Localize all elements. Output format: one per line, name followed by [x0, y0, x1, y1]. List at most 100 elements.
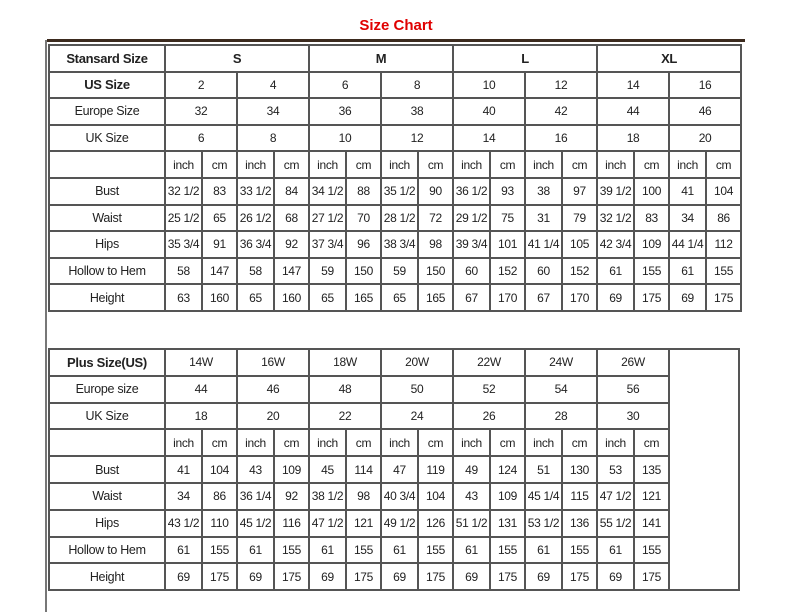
measurement-cell: 170: [489, 283, 527, 312]
empty-cell: [48, 150, 166, 179]
measurement-cell: 61: [380, 535, 419, 565]
size-cell: 8: [379, 70, 455, 100]
measurement-cell: 104: [417, 481, 454, 511]
measurement-cell: 96: [345, 230, 382, 259]
unit-inch: inch: [380, 150, 419, 179]
size-group: S: [164, 44, 310, 73]
measurement-cell: 41: [668, 176, 708, 206]
measurement-cell: 47: [380, 455, 419, 484]
divider: [45, 40, 47, 612]
measurement-cell: 115: [561, 481, 598, 511]
measurement-cell: 53 1/2: [524, 508, 563, 538]
unit-cm: cm: [633, 150, 671, 179]
row-label: Europe Size: [48, 97, 166, 126]
size-cell: 12: [524, 70, 599, 100]
measurement-cell: 83: [201, 176, 238, 206]
header-label: Plus Size(US): [48, 348, 166, 377]
row-label: Bust: [48, 176, 166, 206]
size-cell: 26: [452, 401, 526, 431]
measurement-cell: 35 3/4: [164, 230, 203, 259]
measurement-cell: 41: [164, 455, 203, 484]
measurement-cell: 69: [524, 562, 563, 592]
size-cell: 20: [668, 123, 743, 153]
size-cell: 28: [524, 401, 598, 431]
measurement-cell: 67: [452, 283, 492, 312]
size-cell: 18W: [308, 348, 382, 377]
measurement-cell: 27 1/2: [308, 203, 347, 233]
measurement-cell: 98: [345, 481, 382, 511]
measurement-cell: 155: [633, 256, 671, 286]
table-row: Height 69 175 69 175 69 175 69 175 69 175 69 175 69 17…: [48, 562, 739, 592]
measurement-cell: 72: [416, 203, 455, 233]
measurement-cell: 93: [489, 176, 527, 206]
measurement-cell: 69: [596, 283, 636, 312]
size-group: L: [452, 44, 599, 73]
measurement-cell: 155: [489, 535, 526, 565]
measurement-cell: 104: [201, 455, 238, 484]
size-cell: 34: [236, 97, 310, 126]
europe-size-row: Europe size 44 46 48 50 52 54 56: [48, 374, 739, 404]
measurement-cell: 114: [345, 455, 382, 484]
measurement-cell: 92: [273, 481, 310, 511]
measurement-cell: 69: [452, 562, 491, 592]
measurement-cell: 70: [345, 203, 382, 233]
unit-inch: inch: [452, 150, 492, 179]
row-label: UK Size: [48, 123, 166, 153]
unit-inch: inch: [164, 150, 203, 179]
table-row: Hips 35 3/4 91 36 3/4 92 37 3/4 96 38 3/4 98 39 3…: [48, 230, 743, 259]
row-label: US Size: [48, 70, 166, 100]
measurement-cell: 69: [236, 562, 275, 592]
unit-inch: inch: [308, 150, 347, 179]
row-label: Hollow to Hem: [48, 535, 166, 565]
measurement-cell: 109: [273, 455, 310, 484]
unit-inch: inch: [596, 150, 636, 179]
measurement-cell: 65: [236, 283, 275, 312]
measurement-cell: 147: [201, 256, 238, 286]
measurement-cell: 121: [345, 508, 382, 538]
measurement-cell: 51 1/2: [452, 508, 491, 538]
measurement-cell: 39 1/2: [596, 176, 636, 206]
measurement-cell: 136: [561, 508, 598, 538]
measurement-cell: 61: [668, 256, 708, 286]
unit-cm: cm: [416, 150, 455, 179]
measurement-cell: 69: [668, 283, 708, 312]
unit-inch: inch: [596, 428, 635, 458]
measurement-cell: 61: [308, 535, 347, 565]
measurement-cell: 155: [705, 256, 743, 286]
measurement-cell: 26 1/2: [236, 203, 275, 233]
measurement-cell: 41 1/4: [524, 230, 564, 259]
measurement-cell: 43: [236, 455, 275, 484]
unit-cm: cm: [489, 150, 527, 179]
measurement-cell: 63: [164, 283, 203, 312]
measurement-cell: 175: [417, 562, 454, 592]
measurement-cell: 160: [201, 283, 238, 312]
table-row: Hips 43 1/2 110 45 1/2 116 47 1/2 121 49 1/2 126…: [48, 508, 739, 538]
measurement-cell: 152: [489, 256, 527, 286]
size-cell: 42: [524, 97, 599, 126]
measurement-cell: 124: [489, 455, 526, 484]
measurement-cell: 92: [273, 230, 310, 259]
measurement-cell: 39 3/4: [452, 230, 492, 259]
divider: [47, 39, 745, 42]
measurement-cell: 36 3/4: [236, 230, 275, 259]
unit-inch: inch: [524, 428, 563, 458]
size-cell: 6: [308, 70, 382, 100]
row-label: Height: [48, 283, 166, 312]
measurement-cell: 42 3/4: [596, 230, 636, 259]
size-cell: 4: [236, 70, 310, 100]
measurement-cell: 69: [380, 562, 419, 592]
measurement-cell: 135: [633, 455, 670, 484]
measurement-cell: 175: [489, 562, 526, 592]
measurement-cell: 175: [273, 562, 310, 592]
measurement-cell: 175: [633, 562, 670, 592]
unit-inch: inch: [308, 428, 347, 458]
size-cell: 14: [452, 123, 527, 153]
measurement-cell: 58: [164, 256, 203, 286]
measurement-cell: 25 1/2: [164, 203, 203, 233]
measurement-cell: 65: [380, 283, 419, 312]
measurement-cell: 150: [345, 256, 382, 286]
measurement-cell: 160: [273, 283, 310, 312]
measurement-cell: 152: [561, 256, 599, 286]
unit-inch: inch: [236, 150, 275, 179]
measurement-cell: 90: [416, 176, 455, 206]
